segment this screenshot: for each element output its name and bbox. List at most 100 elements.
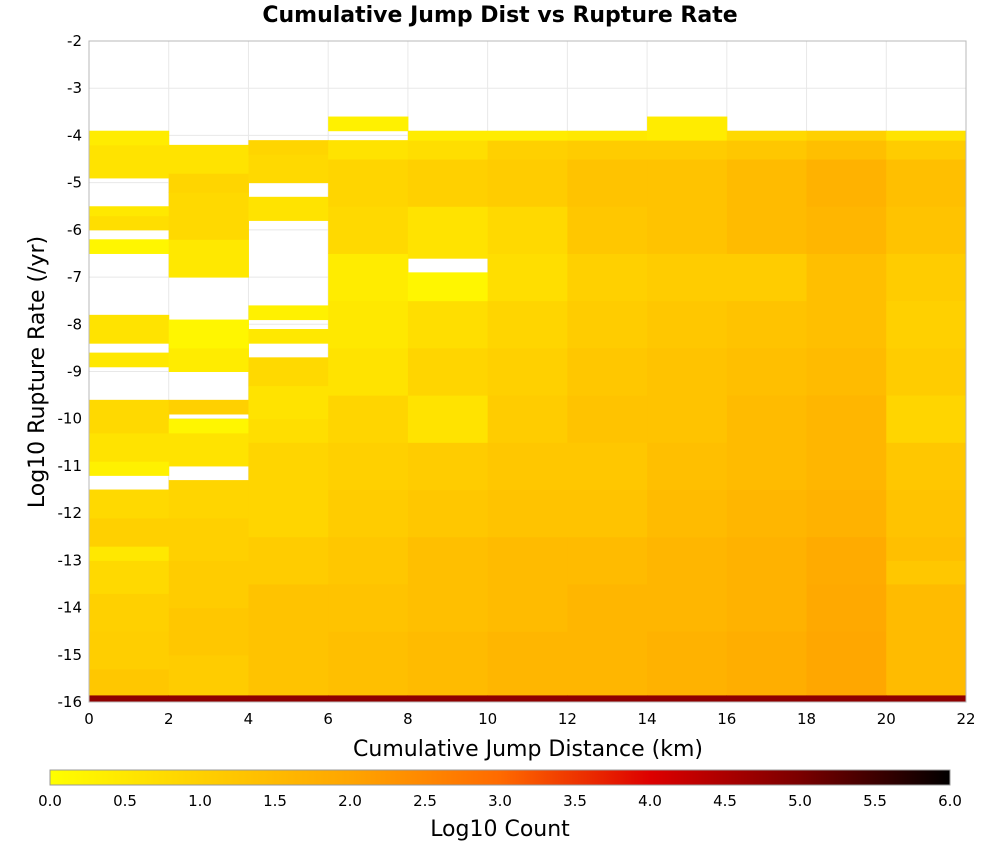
heatmap-cell	[806, 159, 887, 207]
heatmap-cell	[567, 206, 648, 254]
colorbar-ticks: 0.0 0.5 1.0 1.5 2.0 2.5 3.0 3.5 4.0 4.5 5.0 5.5 6.0	[38, 792, 962, 810]
heatmap-cell	[168, 347, 249, 372]
heatmap-cell	[248, 489, 329, 538]
heatmap-cell	[168, 560, 249, 609]
heatmap-cell	[886, 489, 967, 538]
heatmap-cell	[647, 116, 728, 141]
y-tick-label: -2	[67, 32, 82, 50]
heatmap-cell	[886, 536, 967, 561]
heatmap-cell	[328, 583, 409, 632]
heatmap-cell	[806, 442, 887, 491]
colorbar-tick-label: 1.5	[263, 792, 287, 810]
x-tick-label: 20	[877, 710, 896, 728]
heatmap-cell	[487, 442, 568, 491]
heatmap-cell	[328, 159, 409, 207]
heatmap-cell	[248, 305, 329, 321]
heatmap-cell	[248, 694, 329, 703]
heatmap-cell	[886, 140, 967, 160]
colorbar-tick-label: 5.5	[863, 792, 887, 810]
heatmap-cell	[168, 239, 249, 278]
heatmap-cell	[487, 694, 568, 703]
heatmap-cell	[647, 140, 728, 160]
heatmap-cell	[567, 300, 648, 349]
heatmap-cell	[647, 583, 728, 632]
heatmap-cell	[647, 347, 728, 396]
heatmap-cell	[726, 536, 808, 585]
heatmap-cell	[328, 116, 409, 132]
heatmap-cell	[328, 300, 409, 349]
heatmap-cell	[248, 631, 329, 696]
y-tick-label: -5	[67, 174, 82, 192]
heatmap-cell	[567, 347, 648, 396]
heatmap-cell	[407, 536, 489, 585]
heatmap-cell	[487, 489, 568, 538]
heatmap-cell	[89, 631, 170, 670]
y-tick-label: -10	[58, 410, 83, 428]
heatmap-cells	[89, 116, 967, 703]
x-tick-label: 22	[956, 710, 975, 728]
x-tick-label: 16	[717, 710, 736, 728]
colorbar-tick-label: 5.0	[788, 792, 812, 810]
heatmap-cell	[647, 253, 728, 302]
x-tick-label: 6	[323, 710, 333, 728]
heatmap-cell	[328, 206, 409, 254]
x-tick-label: 2	[164, 710, 174, 728]
heatmap-cell	[806, 694, 887, 703]
colorbar-tick-label: 2.0	[338, 792, 362, 810]
heatmap-cell	[248, 418, 329, 443]
heatmap-cell	[248, 583, 329, 632]
colorbar-tick-label: 1.0	[188, 792, 212, 810]
heatmap-cell	[328, 253, 409, 302]
heatmap-cell	[328, 140, 409, 160]
heatmap-cell	[89, 694, 170, 703]
heatmap-cell	[248, 196, 329, 221]
heatmap-cell	[567, 140, 648, 160]
y-tick-label: -7	[67, 268, 82, 286]
heatmap-cell	[168, 319, 249, 349]
heatmap-cell	[248, 385, 329, 420]
x-tick-label: 8	[403, 710, 413, 728]
heatmap-cell	[168, 654, 249, 696]
heatmap-cell	[248, 140, 329, 155]
heatmap-cell	[487, 536, 568, 585]
y-tick-label: -3	[67, 79, 82, 97]
heatmap-cell	[726, 347, 808, 396]
heatmap-cell	[806, 395, 887, 443]
heatmap-cell	[407, 631, 489, 696]
x-tick-label: 0	[84, 710, 94, 728]
heatmap-cell	[886, 694, 967, 703]
heatmap-cell	[567, 130, 648, 141]
heatmap-cell	[407, 206, 489, 259]
x-tick-label: 18	[797, 710, 816, 728]
heatmap-cell	[89, 517, 170, 547]
heatmap-cell	[328, 694, 409, 703]
heatmap-cell	[647, 395, 728, 443]
y-axis-ticks: -2 -3 -4 -5 -6 -7 -8 -9 -10 -11 -12 -13 -14 -15 -16	[58, 32, 83, 711]
heatmap-cell	[726, 694, 808, 703]
heatmap-cell	[487, 159, 568, 207]
heatmap-cell	[407, 130, 489, 141]
heatmap-cell	[168, 517, 249, 561]
heatmap-cell	[89, 206, 170, 217]
heatmap-cell	[886, 206, 967, 254]
heatmap-cell	[726, 300, 808, 349]
heatmap-cell	[647, 300, 728, 349]
heatmap-cell	[886, 442, 967, 491]
heatmap-cell	[806, 206, 887, 254]
heatmap-cell	[487, 395, 568, 443]
heatmap-cell	[407, 159, 489, 207]
heatmap-cell	[89, 215, 170, 231]
heatmap-cell	[726, 631, 808, 696]
heatmap-cell	[886, 300, 967, 349]
heatmap-cell	[806, 583, 887, 632]
heatmap-cell	[806, 631, 887, 696]
heatmap-cell	[89, 314, 170, 344]
heatmap-cell	[886, 395, 967, 443]
heatmap-cell	[407, 140, 489, 160]
x-tick-label: 12	[558, 710, 577, 728]
colorbar-label: Log10 Count	[430, 817, 570, 842]
y-tick-label: -12	[58, 504, 83, 522]
chart-title: Cumulative Jump Dist vs Rupture Rate	[262, 3, 737, 28]
heatmap-cell	[726, 159, 808, 207]
heatmap-cell	[806, 130, 887, 141]
